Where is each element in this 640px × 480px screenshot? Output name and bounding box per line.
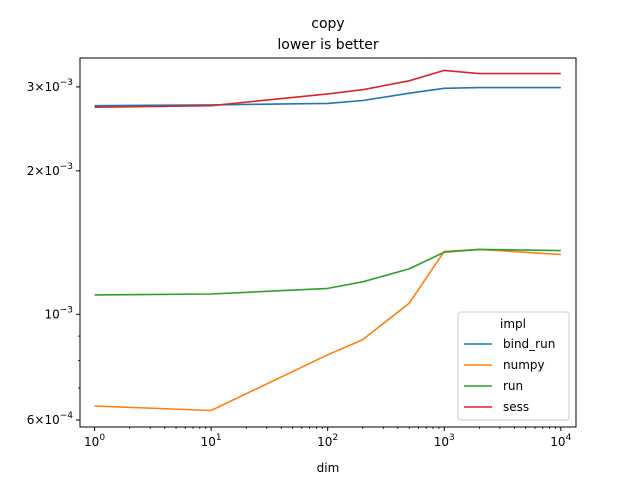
chart-subtitle: lower is better	[277, 37, 378, 53]
plot-lines	[94, 69, 561, 412]
legend-label-numpy: numpy	[503, 358, 545, 372]
y-axis: 6×10−4 10−3 2×10−3 3×10−3	[27, 78, 80, 427]
x-axis: 100 101 102 103 104	[84, 427, 572, 449]
series-line-bind_run	[94, 86, 561, 107]
legend-title: impl	[500, 317, 526, 331]
y-tick-label: 6×10−4	[27, 411, 74, 427]
x-axis-label: dim	[317, 461, 340, 475]
series-line-run	[94, 248, 561, 296]
series-line-sess	[94, 69, 561, 108]
x-tick-label: 101	[201, 433, 222, 449]
legend-label-bind_run: bind_run	[503, 337, 555, 351]
y-tick-label: 2×10−3	[27, 162, 73, 178]
legend-box	[457, 311, 570, 421]
x-tick-label: 103	[434, 433, 455, 449]
legend-label-run: run	[503, 379, 523, 393]
chart-title: copy	[311, 16, 344, 32]
x-tick-label: 100	[84, 433, 105, 449]
x-tick-label: 102	[317, 433, 338, 449]
legend-label-sess: sess	[503, 400, 529, 414]
y-tick-label: 10−3	[44, 305, 73, 321]
x-tick-label: 104	[550, 433, 571, 449]
y-tick-label: 3×10−3	[27, 78, 73, 94]
